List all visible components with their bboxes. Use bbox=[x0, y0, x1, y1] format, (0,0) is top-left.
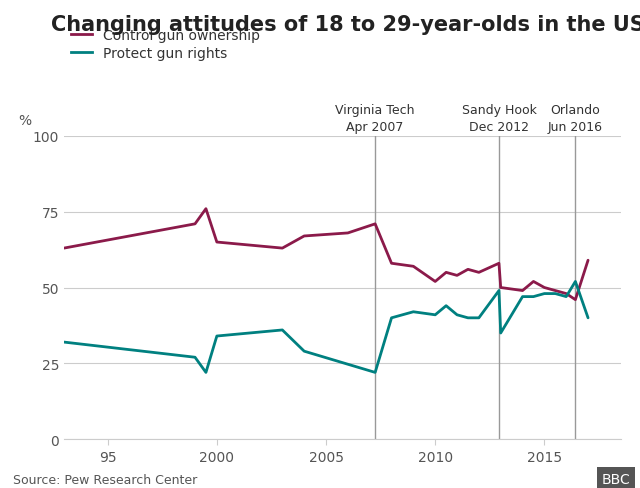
Text: Orlando
Jun 2016: Orlando Jun 2016 bbox=[548, 103, 603, 134]
Text: BBC: BBC bbox=[602, 471, 630, 486]
Text: Sandy Hook
Dec 2012: Sandy Hook Dec 2012 bbox=[461, 103, 536, 134]
Text: Changing attitudes of 18 to 29-year-olds in the US: Changing attitudes of 18 to 29-year-olds… bbox=[51, 15, 640, 35]
Text: Source: Pew Research Center: Source: Pew Research Center bbox=[13, 472, 197, 486]
Y-axis label: %: % bbox=[19, 114, 31, 127]
Text: Virginia Tech
Apr 2007: Virginia Tech Apr 2007 bbox=[335, 103, 415, 134]
Legend: Control gun ownership, Protect gun rights: Control gun ownership, Protect gun right… bbox=[71, 29, 260, 61]
